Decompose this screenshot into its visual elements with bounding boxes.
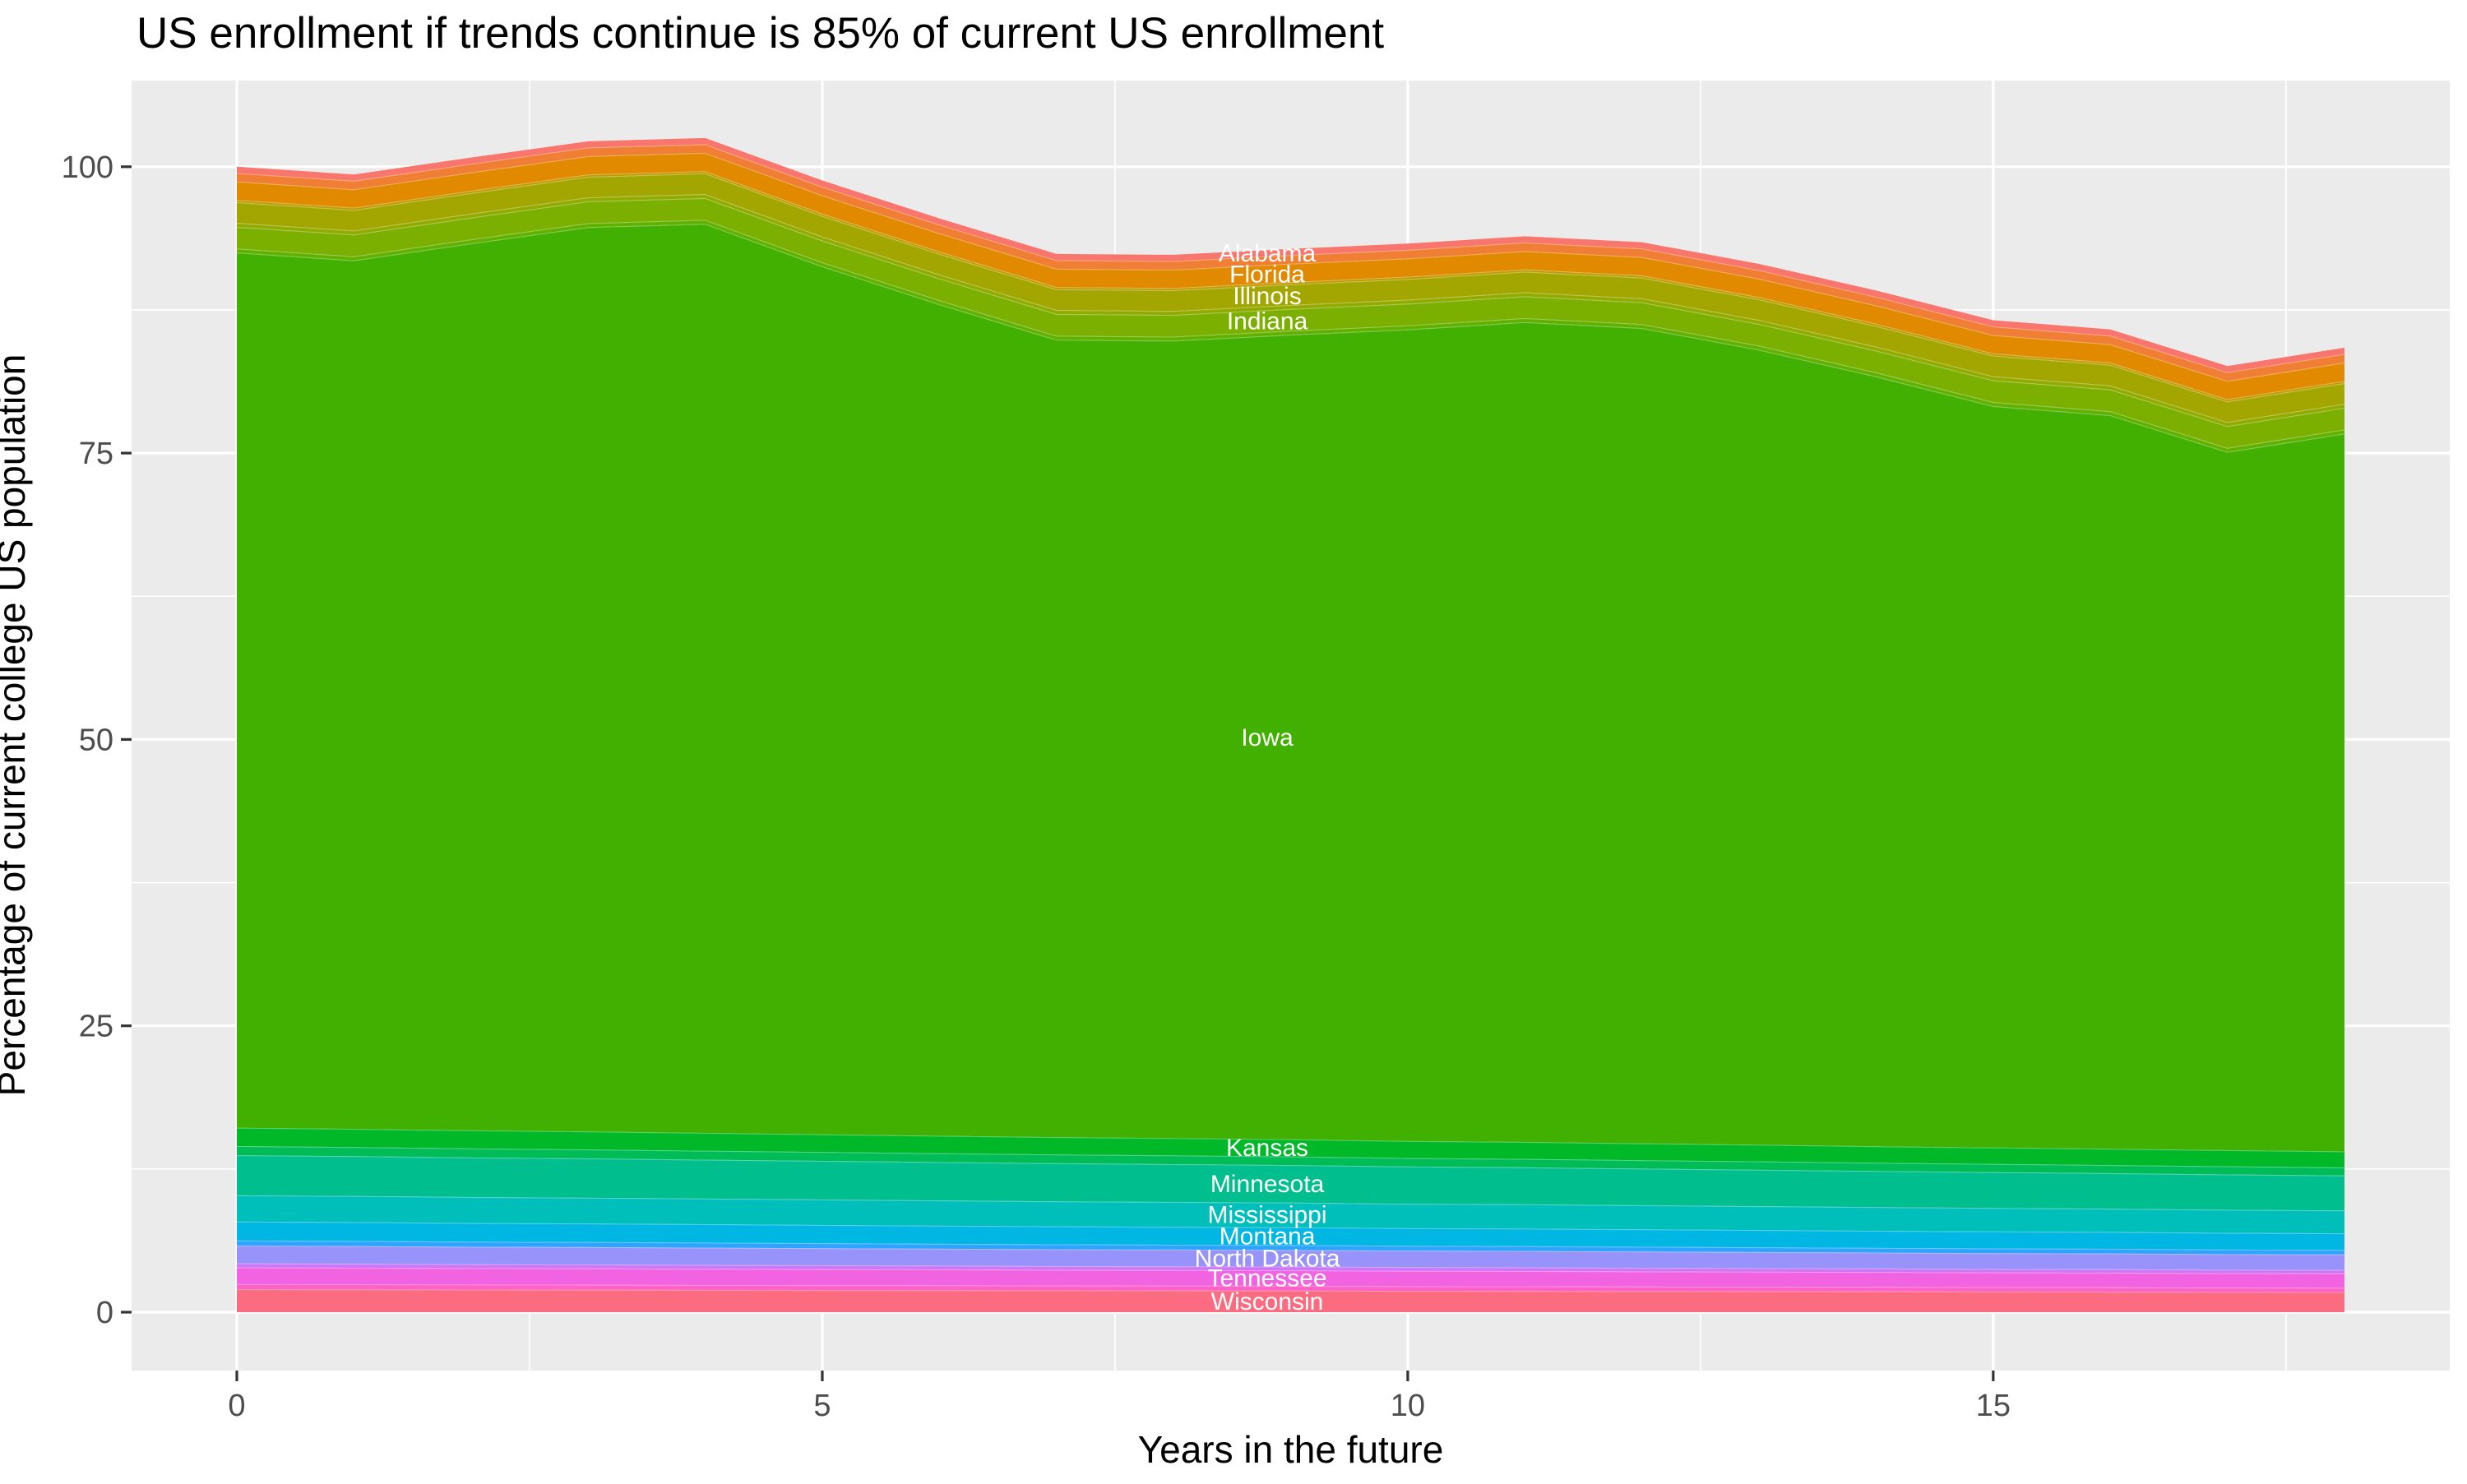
y-tick-label: 50 [79,723,113,757]
area-label-kansas: Kansas [1226,1135,1308,1162]
area-band-other-states-a [237,1283,2345,1292]
area-label-tennessee: Tennessee [1207,1265,1326,1292]
area-band-minnesota [237,1155,2345,1211]
area-band-other-states-d [237,1145,2345,1176]
y-tick-label: 100 [62,150,113,185]
area-label-wisconsin: Wisconsin [1211,1288,1324,1315]
area-label-alabama: Alabama [1219,240,1317,267]
area-band-other-states-g [237,171,2345,402]
area-band-other-states-b [237,1263,2345,1274]
area-label-iowa: Iowa [1241,724,1294,751]
area-band-north-dakota [237,1246,2345,1270]
y-tick-label: 25 [79,1010,113,1044]
x-tick-label: 15 [1976,1389,2011,1423]
area-label-illinois: Illinois [1233,283,1301,310]
area-band-alabama [237,137,2345,372]
area-band-tennessee [237,1267,2345,1288]
y-tick-label: 75 [79,437,113,471]
area-label-indiana: Indiana [1227,308,1308,335]
area-band-other-states-c [237,1240,2345,1255]
x-tick-label: 5 [813,1389,831,1423]
area-band-florida [237,152,2345,400]
area-band-wisconsin [237,1289,2345,1312]
area-label-mississippi: Mississippi [1208,1202,1327,1229]
area-band-other-states-h [237,144,2345,381]
page-title: US enrollment if trends continue is 85% … [137,9,1385,58]
x-axis-title: Years in the future [1137,1428,1444,1471]
area-label-north-dakota: North Dakota [1195,1245,1340,1272]
area-label-montana: Montana [1220,1223,1316,1250]
area-band-other-states-f [237,194,2345,427]
area-label-florida: Florida [1229,261,1305,288]
area-band-mississippi [237,1195,2345,1234]
x-tick-label: 0 [228,1389,245,1423]
y-axis-title: Percentage of current college US populat… [0,354,33,1097]
area-label-minnesota: Minnesota [1210,1171,1325,1198]
area-band-iowa [237,224,2345,1152]
area-band-montana [237,1221,2345,1251]
y-tick-label: 0 [96,1296,113,1330]
area-band-illinois [237,173,2345,423]
area-band-indiana [237,197,2345,448]
x-tick-label: 10 [1391,1389,1425,1423]
area-band-other-states-e [237,220,2345,452]
area-band-kansas [237,1127,2345,1168]
